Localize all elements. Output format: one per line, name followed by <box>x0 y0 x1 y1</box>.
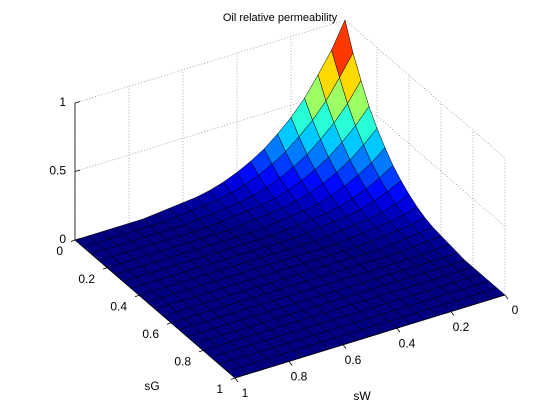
x-tick <box>396 327 401 333</box>
x-tick-label: 0.4 <box>399 336 416 350</box>
y-tick <box>166 322 172 325</box>
x-tick <box>288 361 293 366</box>
y-tick <box>102 267 108 270</box>
y-axis <box>74 239 236 379</box>
x-tick-label: 0.8 <box>291 370 308 384</box>
x-tick <box>342 344 347 350</box>
y-tick-label: 0.8 <box>174 355 191 369</box>
x-tick-label: 0 <box>512 303 519 317</box>
x-tick-label: 0.2 <box>453 320 470 334</box>
y-tick-label: 0.4 <box>110 299 127 313</box>
y-tick-label: 0.2 <box>78 272 95 286</box>
x-tick <box>234 377 239 383</box>
z-tick <box>74 238 81 241</box>
x-tick-label: 1 <box>242 386 249 400</box>
y-tick <box>134 294 140 298</box>
z-tick-label: 0 <box>59 232 66 246</box>
x-tick-label: 0.6 <box>345 353 362 367</box>
x-tick <box>450 311 455 316</box>
y-tick-label: 1 <box>216 382 223 396</box>
z-tick <box>74 169 81 172</box>
x-tick <box>504 294 509 300</box>
chart-title: Oil relative permeability <box>223 12 338 24</box>
y-tick <box>70 239 76 242</box>
z-tick-label: 1 <box>59 95 66 109</box>
y-tick-label: 0 <box>56 244 63 258</box>
z-tick <box>74 101 81 104</box>
x-axis <box>234 294 506 379</box>
y-axis-label: sG <box>144 379 159 393</box>
y-tick <box>230 377 236 380</box>
y-tick-label: 0.6 <box>142 327 159 341</box>
z-tick-label: 0.5 <box>49 164 66 178</box>
y-tick <box>198 350 204 353</box>
x-axis-label: sW <box>353 389 371 403</box>
